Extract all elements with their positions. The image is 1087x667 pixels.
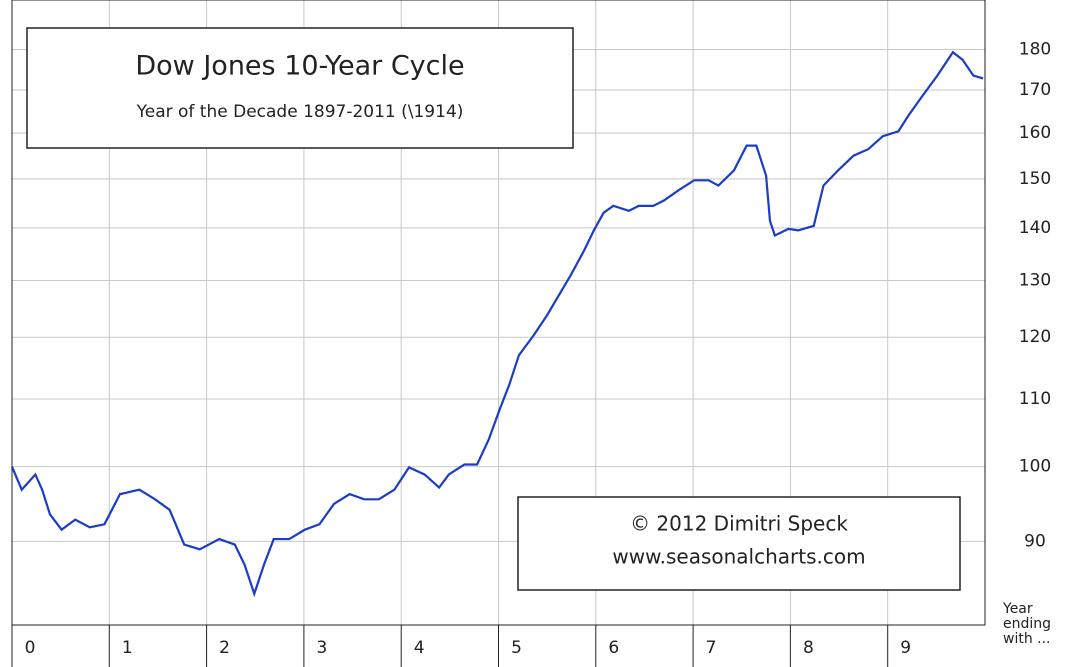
y-tick-label: 180 — [1019, 39, 1051, 59]
y-tick-label: 140 — [1019, 218, 1051, 238]
x-tick-label: 8 — [803, 638, 814, 658]
y-tick-label: 170 — [1019, 80, 1051, 100]
y-tick-label: 100 — [1019, 457, 1051, 477]
x-tick-label: 6 — [608, 638, 619, 658]
x-axis-label: Year ending with ... — [1003, 601, 1052, 647]
y-tick-label: 120 — [1019, 327, 1051, 347]
chart-subtitle: Year of the Decade 1897-2011 (\1914) — [136, 102, 464, 122]
x-tick-label: 9 — [900, 638, 911, 658]
x-tick-label: 4 — [414, 638, 425, 658]
x-tick-label: 1 — [122, 638, 133, 658]
credit-box — [517, 496, 961, 591]
chart-title: Dow Jones 10-Year Cycle — [135, 51, 464, 82]
x-tick-label: 0 — [25, 638, 36, 658]
title-box — [26, 27, 574, 149]
annotation: © 2012 Dimitri Speck — [630, 512, 848, 536]
y-tick-label: 130 — [1019, 270, 1051, 290]
annotation: www.seasonalcharts.com — [612, 545, 865, 569]
x-tick-label: 5 — [511, 638, 522, 658]
data-line — [10, 50, 984, 598]
x-tick-label: 7 — [706, 638, 717, 658]
y-tick-label: 110 — [1019, 389, 1051, 409]
y-tick-label: 150 — [1019, 169, 1051, 189]
y-tick-label: 90 — [1024, 531, 1046, 551]
x-tick-label: 2 — [219, 638, 230, 658]
y-tick-label: 160 — [1019, 123, 1051, 143]
x-tick-label: 3 — [316, 638, 327, 658]
